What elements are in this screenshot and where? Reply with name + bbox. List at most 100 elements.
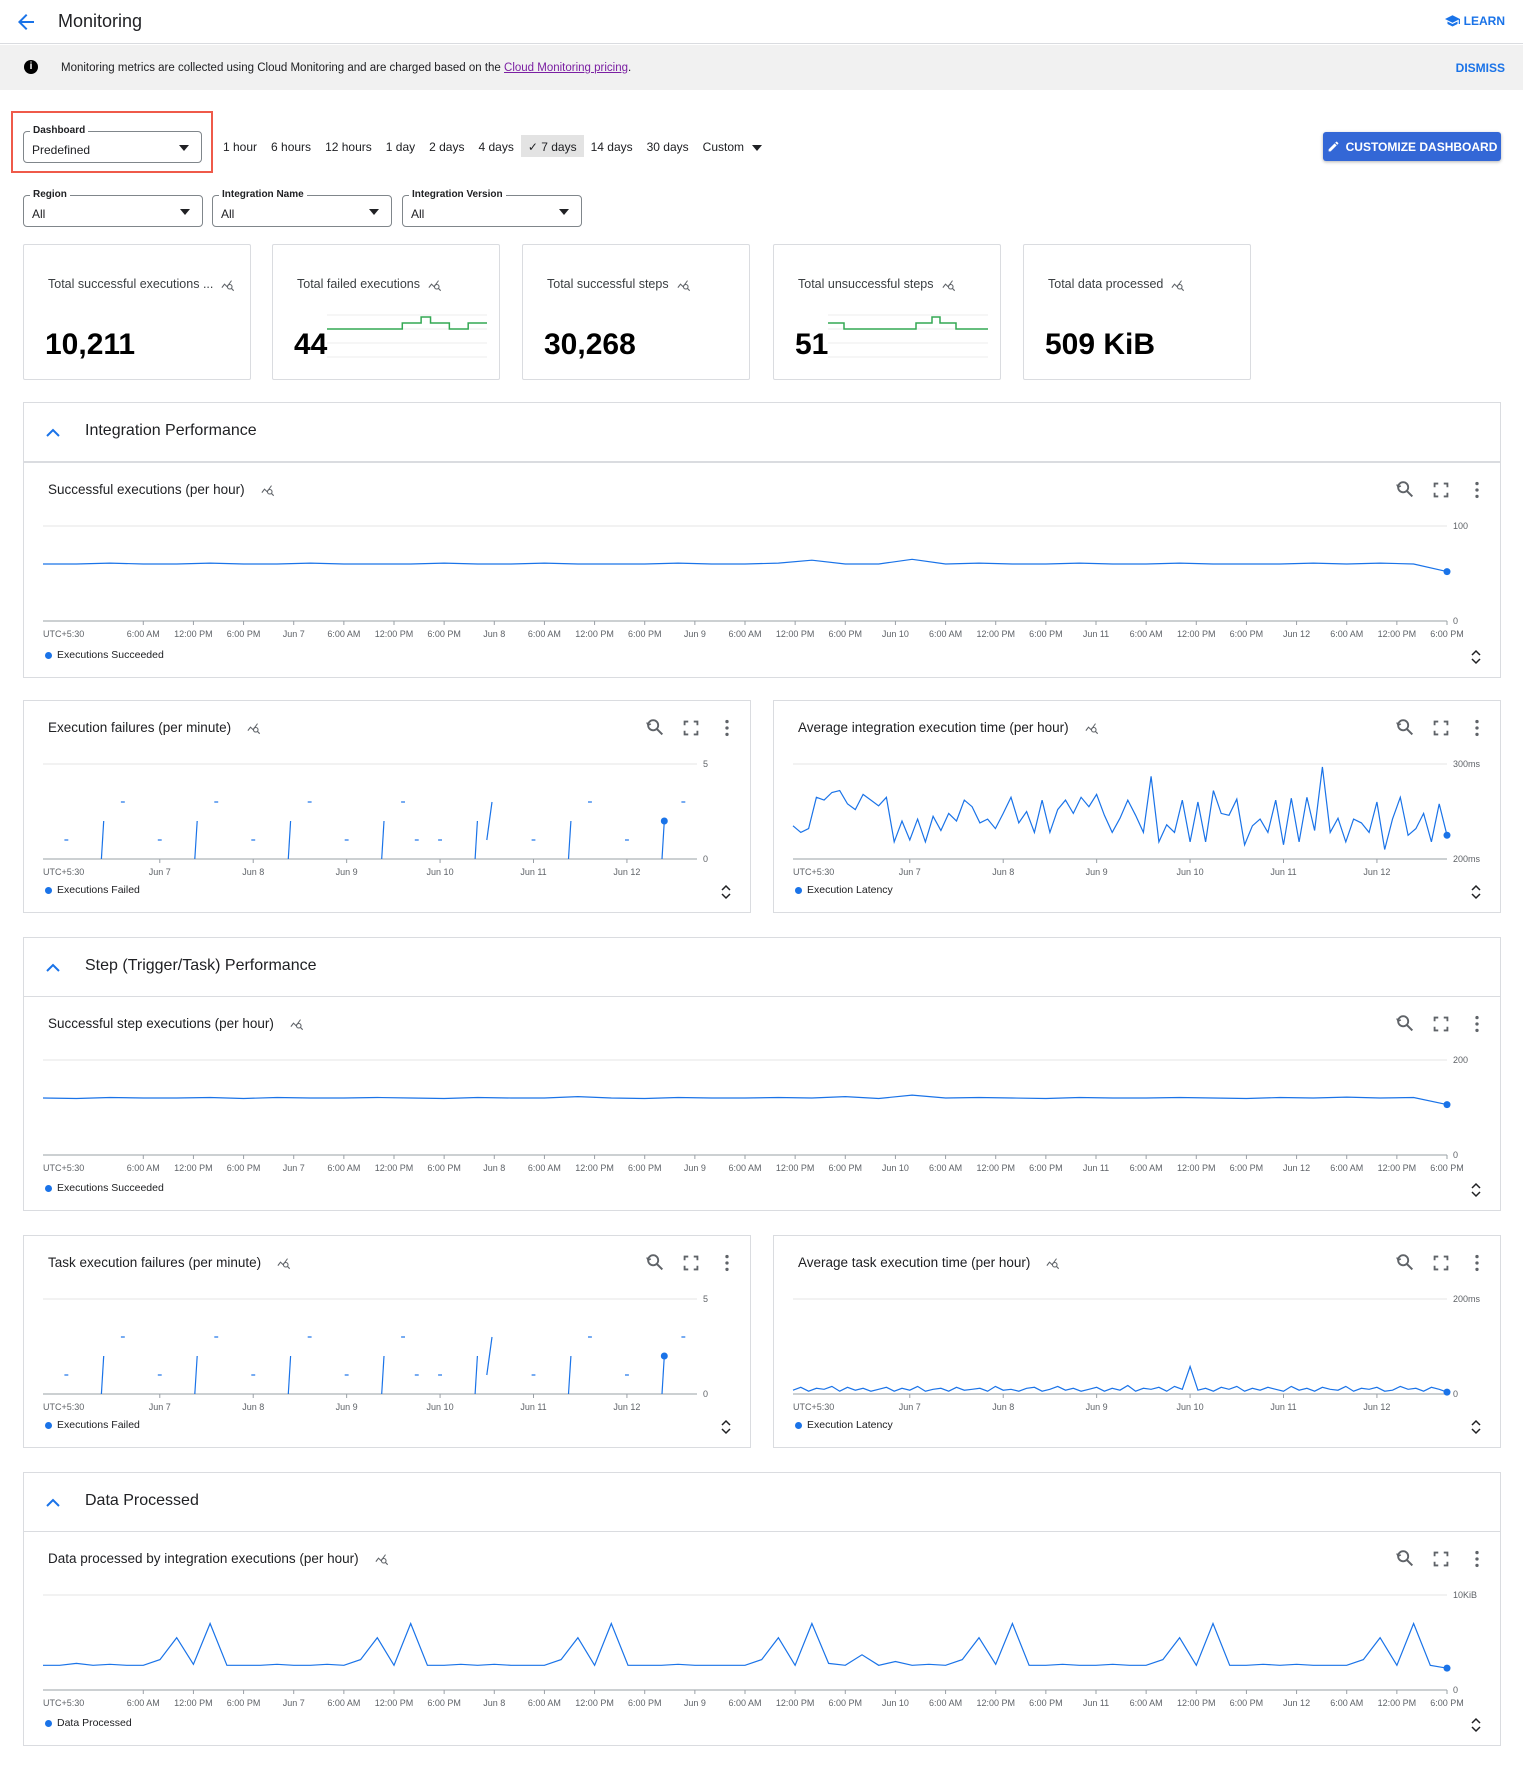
fullscreen-icon[interactable] — [680, 717, 702, 739]
analytics-icon[interactable] — [1046, 1256, 1060, 1270]
fullscreen-icon[interactable] — [1430, 717, 1452, 739]
analytics-icon[interactable] — [375, 1552, 389, 1566]
time-range-12-hours[interactable]: 12 hours — [318, 135, 379, 157]
x-tick-label: 12:00 PM — [1177, 1698, 1216, 1708]
zoom-reset-icon[interactable] — [1394, 717, 1416, 739]
more-options-icon[interactable] — [1466, 1548, 1488, 1570]
kpi-card: Total successful steps 30,268 — [522, 244, 750, 380]
kpi-title-text: Total failed executions — [297, 277, 420, 291]
fullscreen-icon[interactable] — [1430, 1013, 1452, 1035]
series-segment — [381, 1355, 385, 1395]
analytics-icon[interactable] — [428, 278, 442, 292]
analytics-icon[interactable] — [261, 483, 275, 497]
more-options-icon[interactable] — [1466, 1013, 1488, 1035]
x-tick-label: Jun 9 — [336, 867, 358, 877]
chart-legend[interactable]: Executions Succeeded — [45, 1182, 164, 1194]
chart-legend[interactable]: Executions Failed — [45, 884, 140, 896]
chart-legend[interactable]: Data Processed — [45, 1717, 132, 1729]
learn-button[interactable]: LEARN — [1444, 14, 1505, 28]
fullscreen-icon[interactable] — [680, 1252, 702, 1274]
fullscreen-icon[interactable] — [1430, 479, 1452, 501]
filter-integration-version[interactable]: Integration Version All — [402, 189, 582, 227]
check-icon: ✓ — [527, 140, 542, 154]
chart-legend[interactable]: Executions Succeeded — [45, 649, 164, 661]
zoom-reset-icon[interactable] — [1394, 1548, 1416, 1570]
chart-title: Data processed by integration executions… — [48, 1551, 389, 1566]
x-tick-label: 6:00 AM — [127, 629, 160, 639]
x-tick-label: Jun 12 — [613, 1402, 640, 1412]
series-segment — [194, 1355, 198, 1395]
kpi-title: Total successful executions ... — [48, 277, 235, 292]
banner-message: Monitoring metrics are collected using C… — [61, 62, 505, 74]
analytics-icon[interactable] — [677, 278, 691, 292]
collapse-chevron-icon[interactable] — [46, 425, 60, 437]
graduation-cap-icon — [1444, 14, 1460, 26]
expand-legend-icon[interactable] — [1470, 1717, 1482, 1733]
info-icon: i — [24, 60, 38, 74]
more-options-icon[interactable] — [1466, 1252, 1488, 1274]
expand-legend-icon[interactable] — [1470, 884, 1482, 900]
time-range-14-days[interactable]: 14 days — [584, 135, 640, 157]
more-options-icon[interactable] — [1466, 717, 1488, 739]
time-range-custom[interactable]: Custom — [696, 135, 769, 157]
zoom-reset-icon[interactable] — [644, 1252, 666, 1274]
fullscreen-icon[interactable] — [1430, 1252, 1452, 1274]
analytics-icon[interactable] — [221, 278, 235, 292]
time-range-7-days[interactable]: ✓ 7 days — [520, 135, 584, 157]
time-range-1-hour[interactable]: 1 hour — [216, 135, 264, 157]
analytics-icon[interactable] — [247, 721, 261, 735]
expand-legend-icon[interactable] — [1470, 649, 1482, 665]
pricing-link[interactable]: Cloud Monitoring pricing — [504, 62, 629, 74]
expand-legend-icon[interactable] — [1470, 1419, 1482, 1435]
chart-legend[interactable]: Executions Failed — [45, 1419, 140, 1431]
time-range-6-hours[interactable]: 6 hours — [264, 135, 318, 157]
time-range-2-days[interactable]: 2 days — [422, 135, 471, 157]
expand-legend-icon[interactable] — [720, 884, 732, 900]
time-range-4-days[interactable]: 4 days — [471, 135, 520, 157]
expand-legend-icon[interactable] — [720, 1419, 732, 1435]
zoom-reset-icon[interactable] — [1394, 1013, 1416, 1035]
more-options-icon[interactable] — [716, 717, 738, 739]
legend-dot-icon — [45, 886, 52, 894]
x-tick-label: 6:00 PM — [1230, 1163, 1264, 1173]
analytics-icon[interactable] — [277, 1256, 291, 1270]
legend-label: Execution Latency — [807, 1419, 893, 1431]
zoom-reset-icon[interactable] — [644, 717, 666, 739]
dashboard-select-value: Predefined — [32, 143, 91, 157]
more-options-icon[interactable] — [1466, 479, 1488, 501]
time-range-label: 7 days — [541, 140, 577, 154]
chart-panel-c4: Successful step executions (per hour) 0 20… — [23, 996, 1501, 1211]
chart-legend[interactable]: Execution Latency — [795, 1419, 893, 1431]
x-tick-label: 6:00 AM — [327, 629, 360, 639]
x-tick-label: 6:00 PM — [427, 1163, 461, 1173]
zoom-reset-icon[interactable] — [1394, 1252, 1416, 1274]
expand-legend-icon[interactable] — [1470, 1182, 1482, 1198]
x-tick-label: 12:00 PM — [1177, 629, 1216, 639]
analytics-icon[interactable] — [1085, 721, 1099, 735]
dashboard-select[interactable]: Dashboard Predefined — [23, 125, 202, 163]
filter-integration-name[interactable]: Integration Name All — [212, 189, 392, 227]
fullscreen-icon[interactable] — [1430, 1548, 1452, 1570]
analytics-icon[interactable] — [941, 278, 956, 292]
analytics-icon[interactable] — [290, 1017, 304, 1031]
dismiss-button[interactable]: DISMISS — [1455, 61, 1505, 75]
zoom-reset-icon[interactable] — [1394, 479, 1416, 501]
collapse-chevron-icon[interactable] — [46, 960, 60, 972]
chart-title-text: Task execution failures (per minute) — [48, 1255, 262, 1270]
time-range-30-days[interactable]: 30 days — [640, 135, 696, 157]
filter-region[interactable]: Region All — [23, 189, 203, 227]
learn-label: LEARN — [1463, 14, 1505, 28]
time-range-1-day[interactable]: 1 day — [379, 135, 422, 157]
customize-dashboard-button[interactable]: CUSTOMIZE DASHBOARD — [1323, 132, 1501, 161]
x-tick-label: Jun 9 — [1086, 867, 1108, 877]
collapse-chevron-icon[interactable] — [46, 1495, 60, 1507]
time-range-label: 14 days — [590, 140, 633, 154]
back-arrow-icon[interactable] — [14, 10, 38, 34]
more-options-icon[interactable] — [716, 1252, 738, 1274]
x-tick-label: Jun 11 — [1083, 629, 1109, 639]
chart-legend[interactable]: Execution Latency — [795, 884, 893, 896]
analytics-icon[interactable] — [1171, 278, 1185, 292]
info-banner: i Monitoring metrics are collected using… — [0, 45, 1523, 90]
legend-dot-icon — [45, 1719, 52, 1727]
x-tick-label: Jun 7 — [149, 1402, 171, 1412]
